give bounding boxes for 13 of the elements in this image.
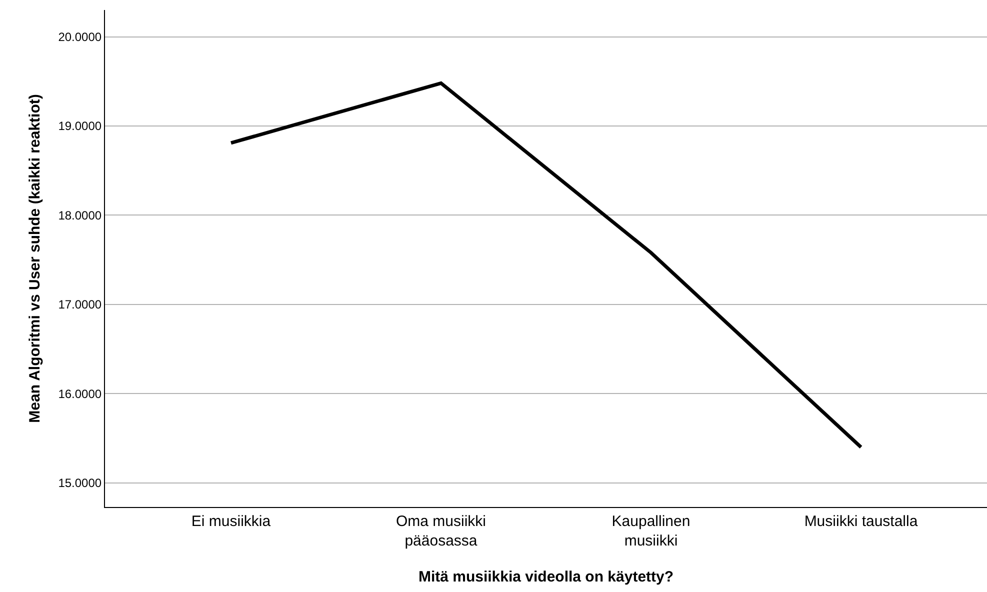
x-tick-label: Musiikki taustalla [804, 513, 918, 530]
y-tick-label: 20.0000 [58, 30, 102, 44]
y-tick-label: 19.0000 [58, 119, 102, 134]
x-tick-label: Kaupallinen musiikki [612, 513, 690, 550]
x-tick-label: Oma musiikki pääosassa [396, 513, 486, 550]
y-tick-label: 16.0000 [58, 386, 102, 401]
y-axis-title: Mean Algoritmi vs User suhde (kaikki reaktiot) [26, 94, 44, 423]
x-tick-label: Ei musiikkia [191, 513, 272, 530]
y-tick-label: 17.0000 [58, 298, 102, 312]
x-axis-title: Mitä musiikkia videolla on käytetty? [418, 568, 674, 586]
y-tick-label: 15.0000 [58, 476, 102, 490]
line-series [229, 81, 863, 449]
y-tick-label: 18.0000 [58, 208, 102, 222]
